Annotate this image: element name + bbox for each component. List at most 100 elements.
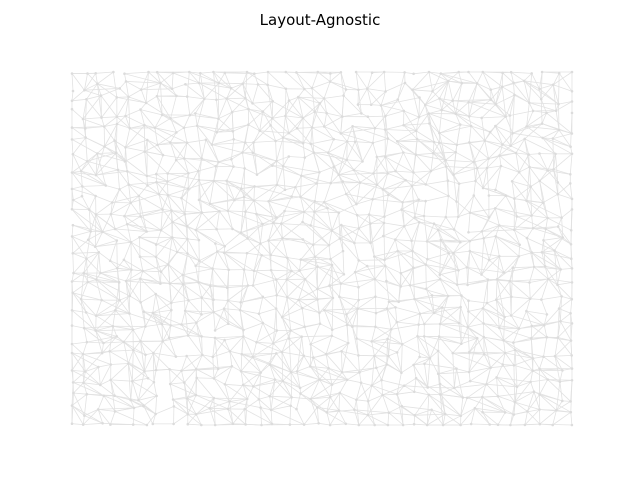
graph-edge	[340, 116, 343, 134]
graph-node	[252, 141, 255, 144]
graph-edge	[71, 188, 96, 197]
graph-edge	[496, 377, 518, 388]
graph-edge	[433, 306, 461, 314]
graph-edge	[253, 130, 261, 143]
graph-node	[143, 150, 146, 153]
graph-edge	[469, 212, 500, 226]
graph-edge	[419, 356, 430, 359]
graph-edge	[311, 127, 334, 140]
graph-node	[353, 241, 356, 245]
graph-edge	[154, 127, 188, 144]
graph-edge	[512, 123, 543, 134]
graph-edge	[503, 328, 520, 341]
graph-edge	[196, 311, 214, 324]
graph-edge	[439, 394, 444, 426]
graph-edge	[539, 356, 544, 369]
graph-edge	[439, 80, 449, 99]
graph-edge	[287, 257, 300, 271]
graph-edge	[416, 138, 446, 161]
graph-node	[345, 313, 348, 316]
graph-edge	[181, 355, 188, 371]
graph-node	[494, 207, 497, 210]
graph-edge	[116, 97, 147, 104]
graph-edge	[381, 380, 383, 396]
graph-edge	[243, 253, 248, 270]
graph-node	[538, 393, 541, 396]
graph-node	[422, 214, 426, 218]
graph-edge	[425, 288, 435, 314]
graph-node	[436, 228, 440, 232]
graph-edge	[242, 142, 246, 153]
graph-edge	[94, 231, 103, 247]
graph-edge	[187, 96, 205, 100]
graph-edge	[181, 310, 186, 325]
graph-edge	[357, 104, 362, 114]
graph-edge	[162, 325, 172, 342]
graph-edge	[403, 423, 415, 426]
graph-edge	[256, 165, 273, 175]
graph-edge	[144, 144, 158, 152]
graph-node	[481, 395, 484, 399]
graph-node	[558, 380, 562, 384]
graph-node	[181, 283, 185, 286]
graph-edge	[282, 221, 303, 239]
graph-edge	[115, 123, 118, 153]
graph-node	[485, 166, 489, 170]
graph-edge	[417, 335, 439, 352]
graph-edge	[482, 165, 502, 189]
graph-node	[457, 321, 461, 325]
graph-node	[528, 165, 531, 169]
graph-edge	[455, 151, 474, 163]
graph-edge	[95, 214, 116, 230]
graph-edge	[526, 123, 543, 127]
graph-node	[386, 337, 389, 341]
graph-edge	[83, 327, 104, 344]
graph-node	[113, 139, 116, 142]
graph-edge	[86, 95, 102, 100]
graph-edge	[346, 308, 358, 315]
graph-edge	[514, 227, 534, 231]
graph-edge	[259, 130, 276, 142]
graph-edge	[513, 216, 518, 230]
graph-edge	[223, 252, 245, 270]
graph-edge	[331, 264, 334, 298]
graph-edge	[160, 209, 163, 231]
graph-edge	[490, 99, 511, 116]
graph-node	[316, 287, 319, 291]
graph-edge	[84, 73, 97, 91]
graph-edge	[490, 364, 514, 369]
graph-edge	[71, 139, 74, 155]
graph-node	[384, 90, 387, 93]
graph-node	[374, 295, 377, 299]
graph-edge	[441, 295, 449, 308]
graph-node	[329, 72, 332, 75]
graph-edge	[291, 187, 296, 197]
graph-node	[70, 351, 74, 355]
graph-node	[195, 321, 198, 325]
graph-edge	[453, 252, 459, 271]
graph-edge	[303, 355, 314, 358]
graph-edge	[181, 197, 203, 213]
graph-edge	[346, 308, 359, 326]
graph-node	[131, 328, 135, 332]
graph-edge	[513, 80, 525, 84]
graph-edge	[127, 363, 133, 382]
graph-edge	[126, 171, 132, 203]
graph-edge	[142, 270, 162, 273]
graph-edge	[302, 127, 313, 144]
graph-edge	[254, 71, 269, 75]
graph-node	[130, 268, 133, 272]
graph-edge	[269, 395, 291, 407]
graph-edge	[386, 308, 392, 330]
graph-edge	[427, 258, 459, 271]
graph-node	[423, 362, 426, 366]
graph-edge	[528, 102, 534, 112]
graph-edge	[539, 180, 559, 195]
graph-node	[259, 242, 262, 245]
graph-node	[122, 258, 126, 262]
graph-edge	[481, 117, 486, 141]
graph-edge	[532, 370, 548, 380]
graph-node	[402, 224, 406, 228]
graph-edge	[239, 309, 263, 324]
graph-node	[170, 308, 173, 312]
